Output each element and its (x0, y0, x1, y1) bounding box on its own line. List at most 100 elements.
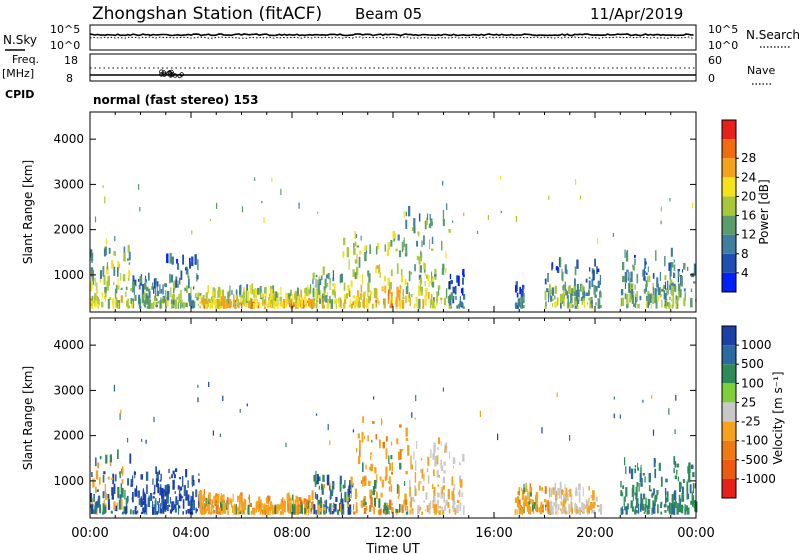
data-cell (624, 496, 626, 502)
data-cell (632, 490, 634, 502)
data-cell (624, 283, 626, 290)
data-cell (300, 297, 304, 308)
data-cell (305, 299, 308, 308)
data-cell (674, 285, 677, 292)
data-cell (395, 296, 398, 307)
data-cell (558, 504, 560, 511)
colorbar-tick-label: 28 (741, 151, 756, 165)
data-cell (335, 496, 338, 503)
data-cell (313, 302, 315, 308)
data-cell (566, 492, 569, 501)
data-cell (405, 511, 409, 515)
data-cell (643, 511, 646, 514)
data-cell (368, 480, 371, 486)
data-cell (319, 296, 322, 299)
data-cell (590, 300, 593, 305)
data-cell (674, 475, 678, 480)
data-cell (155, 277, 157, 284)
data-cell (234, 306, 236, 309)
data-cell (681, 504, 684, 514)
data-cell (200, 295, 202, 300)
data-cell (673, 259, 675, 263)
data-cell (343, 282, 346, 291)
data-cell (665, 300, 668, 309)
data-cell (531, 509, 534, 513)
data-cell (678, 494, 681, 502)
data-cell (424, 273, 426, 276)
data-cell (221, 294, 224, 303)
data-cell (267, 505, 270, 515)
data-cell (117, 486, 120, 497)
data-cell (404, 493, 407, 504)
data-cell (536, 499, 538, 507)
data-cell (178, 293, 180, 304)
data-cell (245, 304, 248, 307)
data-cell (222, 502, 225, 513)
data-cell (238, 501, 241, 512)
data-cell (640, 464, 642, 475)
data-cell (268, 496, 271, 501)
data-cell (382, 441, 385, 449)
data-cell (686, 481, 689, 492)
data-cell (587, 302, 589, 305)
data-cell (272, 285, 275, 294)
data-cell (630, 284, 633, 288)
data-cell (340, 503, 342, 513)
data-cell (692, 472, 695, 478)
data-cell (94, 277, 96, 287)
data-cell (162, 492, 165, 499)
data-cell (356, 245, 359, 248)
data-cell (631, 506, 635, 512)
data-cell (207, 508, 210, 511)
data-cell (456, 275, 459, 283)
data-cell (298, 506, 301, 513)
data-cell (427, 292, 430, 299)
data-cell (339, 274, 342, 284)
data-cell (170, 274, 174, 283)
data-cell (369, 290, 371, 301)
data-cell (536, 492, 538, 502)
data-cell (102, 475, 105, 483)
data-cell (357, 433, 360, 439)
data-cell (459, 502, 462, 507)
data-cell (231, 498, 233, 508)
data-cell (360, 284, 363, 293)
data-cell (209, 499, 211, 505)
data-cell (223, 494, 225, 504)
data-cell (197, 304, 199, 307)
data-cell (409, 297, 411, 307)
data-cell (652, 282, 654, 291)
data-cell (288, 506, 291, 514)
colorbar-tick-label: 12 (741, 228, 756, 242)
data-cell (306, 508, 308, 513)
data-cell (444, 505, 446, 511)
data-cell (115, 297, 118, 308)
data-cell (164, 489, 167, 497)
data-cell (170, 287, 172, 298)
data-cell (445, 446, 447, 450)
data-cell (189, 262, 191, 269)
data-cell (384, 298, 386, 309)
data-cell (386, 248, 389, 257)
data-cell (576, 283, 579, 291)
data-cell (352, 301, 354, 306)
data-cell (121, 511, 124, 515)
data-cell (90, 504, 92, 509)
velocity-colorbar-label: Velocity [m s⁻¹] (771, 371, 785, 464)
data-cell (668, 262, 671, 271)
data-cell (687, 493, 690, 500)
data-cell (590, 494, 593, 499)
data-cell (354, 231, 356, 239)
data-cell (454, 509, 457, 515)
data-cell (211, 291, 215, 297)
data-cell (391, 471, 394, 475)
data-cell (290, 497, 292, 509)
data-cell (562, 499, 565, 506)
data-cell (354, 272, 357, 280)
data-cell (624, 457, 626, 466)
data-cell (205, 300, 208, 308)
data-cell (516, 504, 519, 508)
data-cell (564, 494, 567, 504)
data-cell (437, 492, 440, 498)
data-cell (419, 480, 422, 484)
